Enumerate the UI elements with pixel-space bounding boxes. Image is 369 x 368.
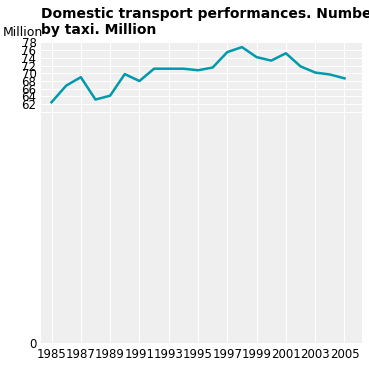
Text: Million: Million [3,26,43,39]
Text: Domestic transport performances. Number of passengers
by taxi. Million: Domestic transport performances. Number … [41,7,369,37]
